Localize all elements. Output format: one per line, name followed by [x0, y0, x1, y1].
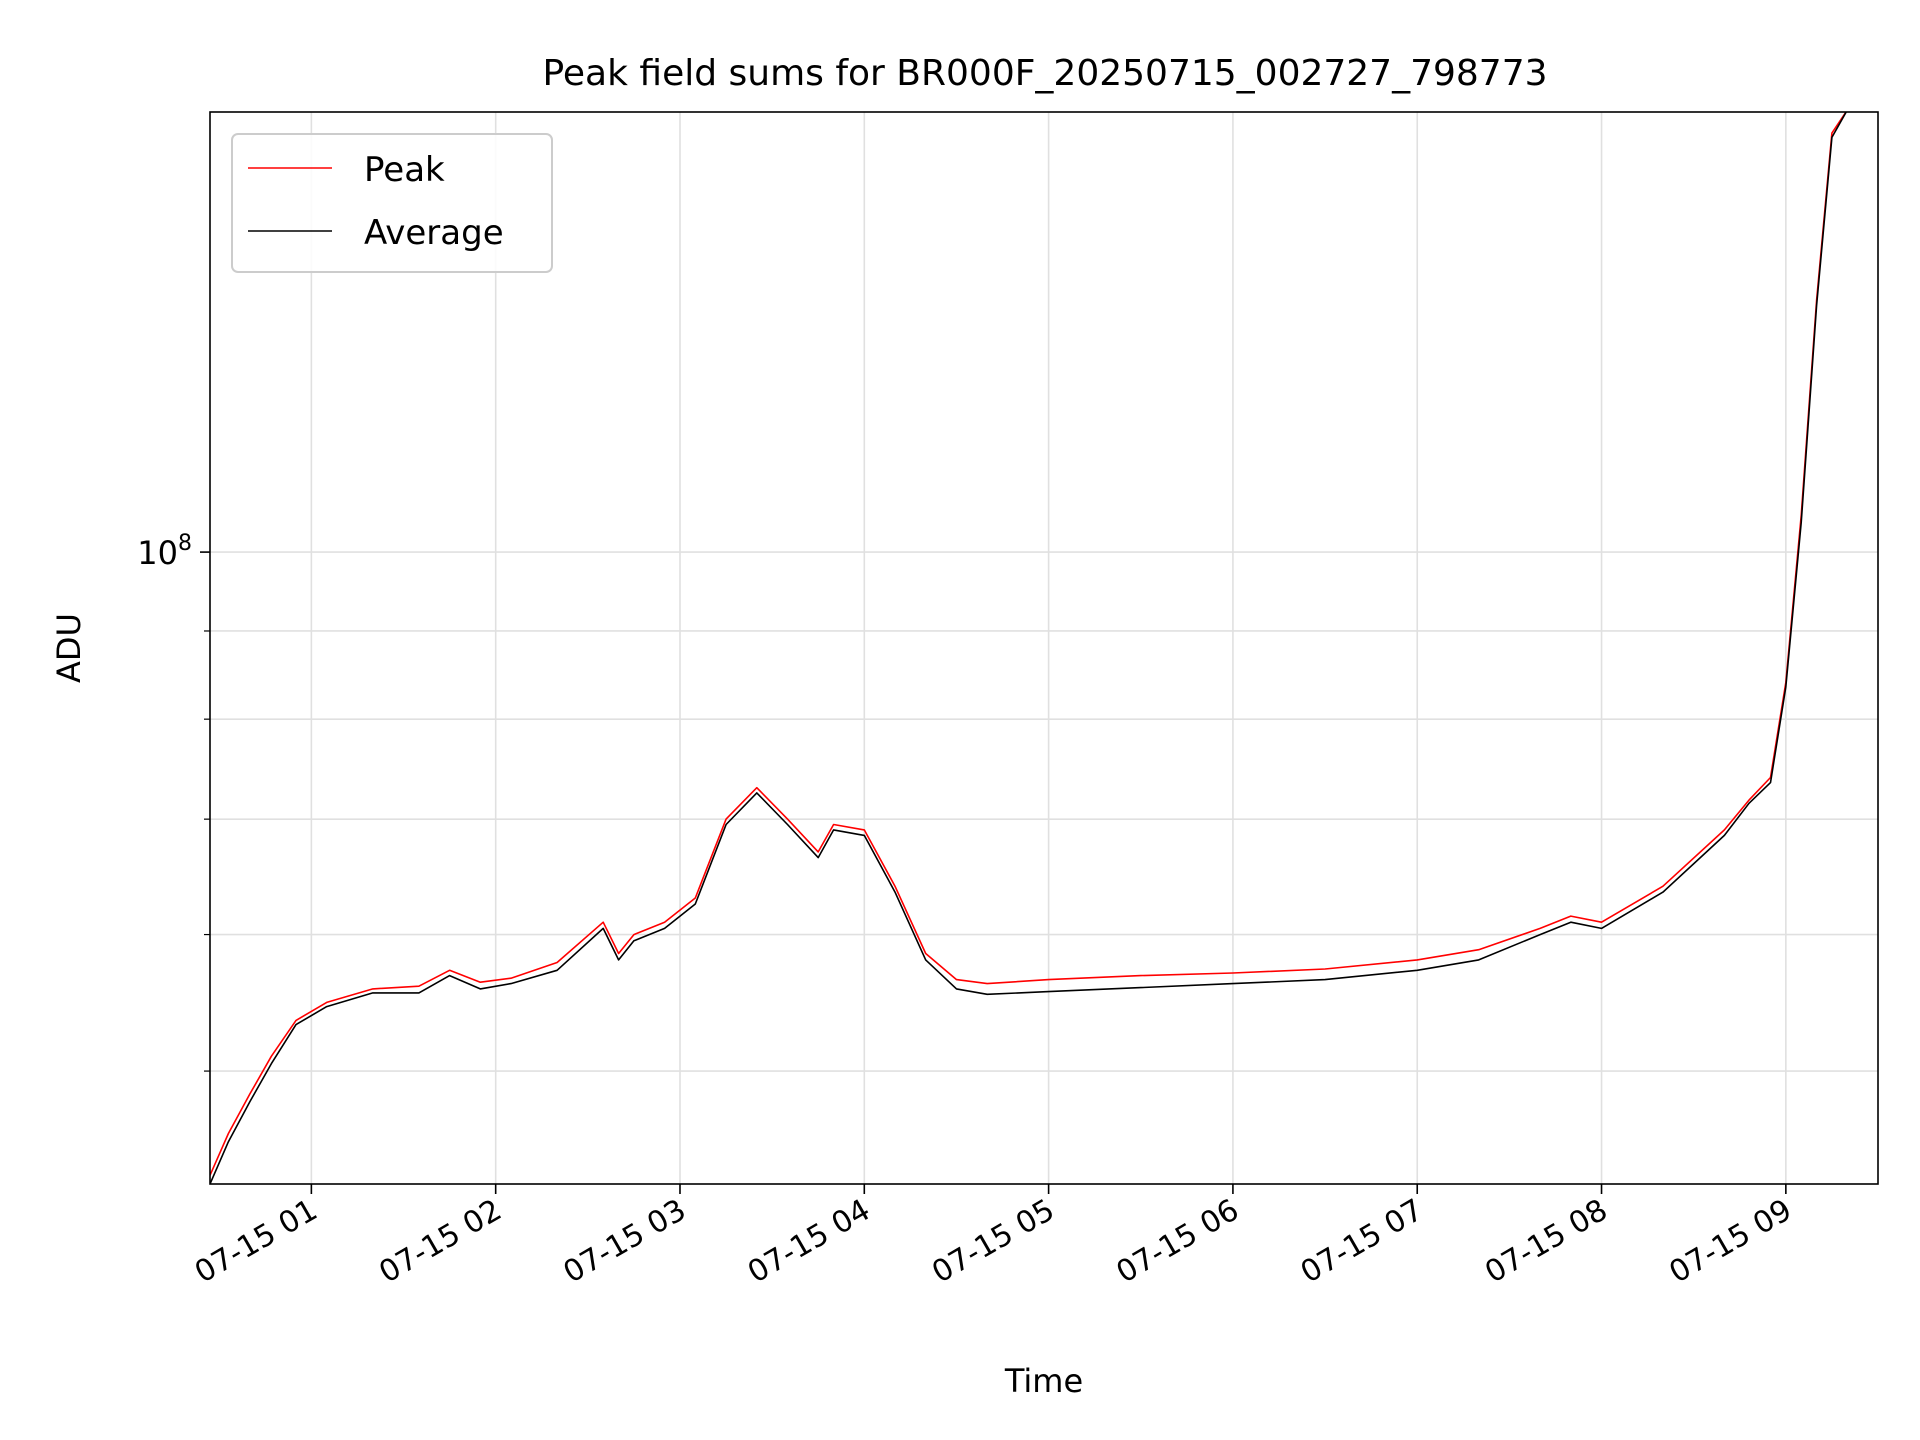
x-axis-label: Time	[1004, 1362, 1083, 1400]
grid-lines	[210, 112, 1878, 1184]
chart-title: Peak field sums for BR000F_20250715_0027…	[542, 53, 1547, 94]
y-tick-label-exponent: 8	[178, 531, 192, 556]
y-axis-label: ADU	[50, 613, 88, 683]
series-layer	[210, 112, 1848, 1184]
legend: Peak Average	[231, 133, 553, 273]
legend-label-average: Average	[364, 213, 504, 253]
legend-label-peak: Peak	[364, 150, 445, 190]
y-tick-label: 108	[137, 531, 192, 572]
series-line-average	[210, 112, 1848, 1184]
y-tick-label-base: 10	[137, 534, 178, 572]
plot-area-frame	[209, 111, 1879, 1185]
series-line-peak	[210, 112, 1847, 1176]
